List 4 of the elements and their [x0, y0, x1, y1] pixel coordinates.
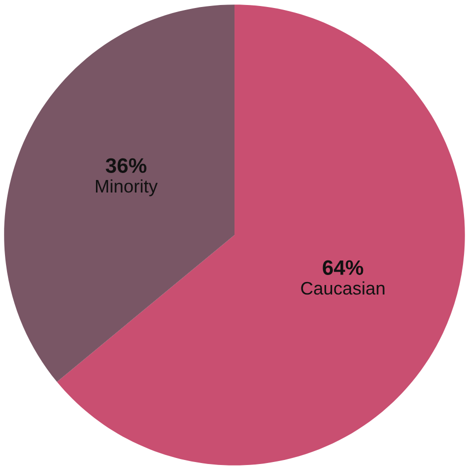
data-label: 36%	[106, 158, 146, 173]
slice-label: Caucasian	[301, 281, 384, 295]
data-label: 64%	[322, 260, 364, 275]
slice-label: Minority	[96, 179, 158, 196]
